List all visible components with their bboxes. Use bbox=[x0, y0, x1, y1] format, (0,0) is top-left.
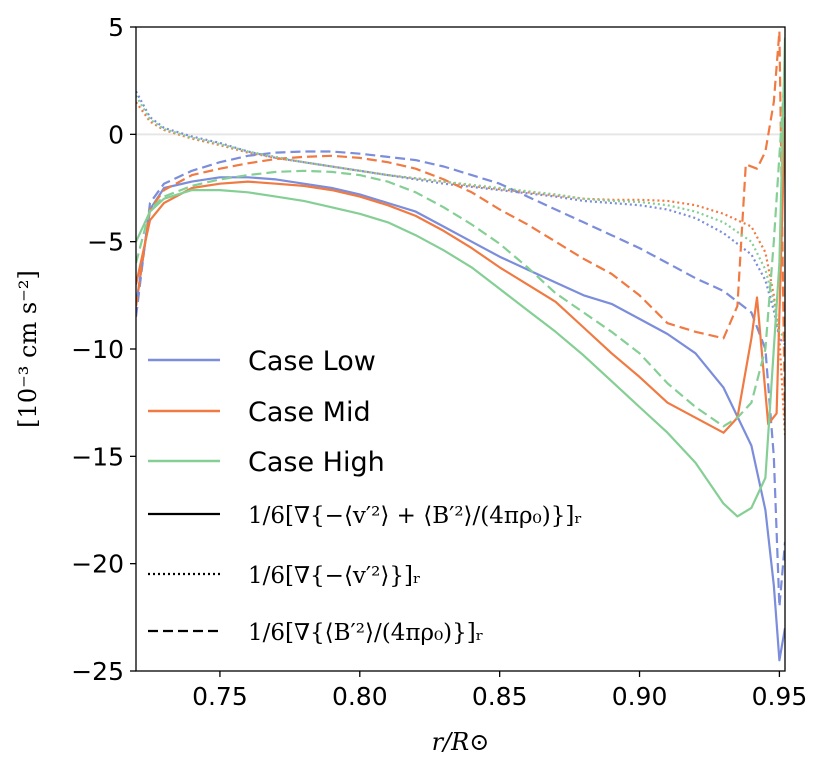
x-tick-label: 0.85 bbox=[472, 682, 528, 711]
legend-label-solid: 1/6[∇{−⟨v′²⟩ + ⟨B′²⟩/(4πρ₀)}]ᵣ bbox=[248, 503, 582, 529]
x-tick-label: 0.80 bbox=[332, 682, 388, 711]
y-tick-label: 0 bbox=[108, 120, 124, 149]
series-line-case-high-solid bbox=[136, 37, 785, 518]
x-tick-label: 0.75 bbox=[192, 682, 248, 711]
series-line-case-mid-dashed bbox=[136, 30, 785, 425]
series-line-case-mid-solid bbox=[136, 117, 785, 434]
series-line-case-low-dashed bbox=[136, 150, 785, 608]
series-line-case-low-solid bbox=[136, 176, 785, 662]
series-line-case-low-dotted bbox=[136, 90, 785, 346]
legend-label-case-high: Case High bbox=[248, 447, 385, 478]
legend-label-dotted: 1/6[∇{−⟨v′²⟩}]ᵣ bbox=[248, 563, 421, 589]
series-line-case-high-dotted bbox=[136, 95, 785, 340]
legend-label-case-mid: Case Mid bbox=[248, 397, 371, 428]
y-axis-label: [10⁻³ cm s⁻²] bbox=[14, 270, 42, 428]
y-tick-label: −15 bbox=[71, 442, 124, 471]
x-tick-label: 0.90 bbox=[612, 682, 668, 711]
y-tick-label: −20 bbox=[71, 550, 124, 579]
legend-label-dashed: 1/6[∇{⟨B′²⟩/(4πρ₀)}]ᵣ bbox=[248, 620, 484, 646]
y-tick-label: −25 bbox=[71, 657, 124, 686]
series-line-case-high-dashed bbox=[136, 69, 785, 428]
x-tick-label: 0.95 bbox=[752, 682, 808, 711]
legend: Case Low Case Mid Case High 1/6[∇{−⟨v′²⟩ + … bbox=[148, 346, 582, 646]
y-tick-label: −5 bbox=[87, 228, 124, 257]
legend-label-case-low: Case Low bbox=[248, 346, 376, 377]
series-line-case-mid-dotted bbox=[136, 101, 785, 435]
y-tick-label: 5 bbox=[108, 13, 124, 42]
x-axis-label: r/R⊙ bbox=[432, 728, 490, 756]
y-tick-label: −10 bbox=[71, 335, 124, 364]
